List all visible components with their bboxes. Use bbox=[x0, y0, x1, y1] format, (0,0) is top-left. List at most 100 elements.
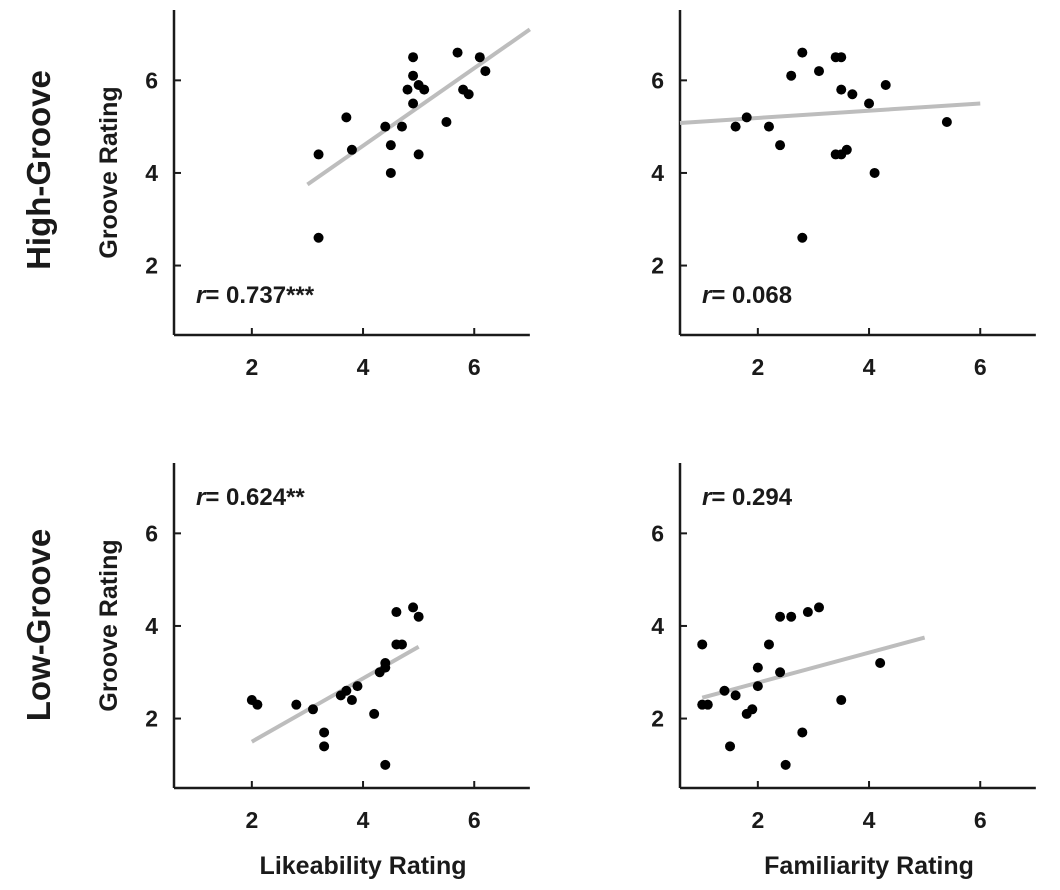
y-tick-label: 6 bbox=[651, 520, 664, 546]
data-point bbox=[380, 759, 391, 770]
data-point bbox=[719, 685, 730, 696]
y-tick-label: 4 bbox=[145, 160, 158, 186]
y-axis-title: Groove Rating bbox=[95, 539, 123, 711]
data-point bbox=[313, 232, 324, 243]
y-tick-label: 6 bbox=[145, 520, 158, 546]
x-tick-label: 4 bbox=[357, 354, 370, 380]
data-point bbox=[402, 84, 413, 95]
data-point bbox=[763, 121, 774, 132]
data-point bbox=[836, 52, 847, 63]
correlation-annotation: r= 0.068 bbox=[702, 282, 792, 309]
data-point bbox=[408, 70, 419, 81]
data-point bbox=[847, 89, 858, 100]
y-tick-label: 6 bbox=[145, 67, 158, 93]
data-point bbox=[346, 695, 357, 706]
data-point bbox=[741, 112, 752, 123]
data-point bbox=[775, 667, 786, 678]
x-tick-label: 2 bbox=[751, 354, 764, 380]
data-point bbox=[385, 140, 396, 151]
data-point bbox=[797, 727, 808, 738]
x-axis-title: Likeability Rating bbox=[260, 852, 467, 880]
data-point bbox=[369, 708, 380, 719]
data-point bbox=[697, 639, 708, 650]
data-point bbox=[291, 699, 302, 710]
scatter-panel: 2 4 6 2 4 6 Groove Rating r= 0.737*** bbox=[95, 10, 531, 380]
correlation-value: = 0.737*** bbox=[205, 282, 314, 309]
data-point bbox=[702, 699, 713, 710]
data-point bbox=[474, 52, 485, 63]
data-point bbox=[396, 639, 407, 650]
data-point bbox=[775, 140, 786, 151]
data-point bbox=[786, 611, 797, 622]
data-point bbox=[480, 66, 491, 77]
data-point bbox=[814, 602, 824, 613]
data-point bbox=[780, 759, 791, 770]
data-point bbox=[413, 149, 424, 160]
x-tick-label: 6 bbox=[468, 807, 481, 833]
x-tick-label: 4 bbox=[357, 807, 370, 833]
data-point bbox=[385, 167, 396, 178]
scatter-panel: 2 4 6 2 4 6 r= 0.068 bbox=[651, 10, 1036, 380]
correlation-symbol: r bbox=[196, 484, 207, 511]
data-point bbox=[419, 84, 430, 95]
x-tick-label: 2 bbox=[245, 807, 258, 833]
data-point bbox=[463, 89, 474, 100]
row-label-high-groove: High-Groove bbox=[20, 70, 57, 270]
data-point bbox=[413, 611, 424, 622]
data-point bbox=[875, 657, 886, 668]
data-point bbox=[941, 117, 952, 128]
regression-line bbox=[250, 645, 420, 744]
data-point bbox=[380, 662, 391, 673]
data-point bbox=[814, 66, 824, 77]
data-point bbox=[841, 144, 852, 155]
data-point bbox=[408, 602, 419, 613]
data-point bbox=[346, 144, 357, 155]
data-point bbox=[730, 690, 741, 701]
data-point bbox=[396, 121, 407, 132]
x-tick-label: 6 bbox=[468, 354, 481, 380]
data-point bbox=[763, 639, 774, 650]
data-point bbox=[252, 699, 263, 710]
data-point bbox=[313, 149, 324, 160]
data-point bbox=[452, 47, 463, 58]
data-point bbox=[319, 741, 330, 752]
data-point bbox=[408, 52, 419, 63]
data-point bbox=[352, 681, 363, 692]
data-point bbox=[836, 695, 847, 706]
regression-line bbox=[679, 101, 981, 125]
data-point bbox=[775, 611, 786, 622]
y-tick-label: 4 bbox=[651, 160, 664, 186]
data-point bbox=[308, 704, 318, 715]
y-tick-label: 4 bbox=[651, 613, 664, 639]
y-tick-label: 2 bbox=[145, 706, 158, 732]
y-tick-label: 2 bbox=[145, 253, 158, 279]
y-tick-label: 2 bbox=[651, 706, 664, 732]
data-point bbox=[730, 121, 741, 132]
y-tick-label: 2 bbox=[651, 253, 664, 279]
data-point bbox=[747, 704, 758, 715]
data-point bbox=[880, 79, 891, 90]
regression-line bbox=[306, 27, 531, 187]
correlation-value: = 0.294 bbox=[711, 484, 792, 511]
data-point bbox=[836, 84, 847, 95]
y-tick-label: 6 bbox=[651, 67, 664, 93]
correlation-annotation: r= 0.624** bbox=[196, 484, 305, 511]
regression-line bbox=[701, 635, 926, 700]
y-tick-label: 4 bbox=[145, 613, 158, 639]
data-point bbox=[380, 121, 391, 132]
correlation-value: = 0.068 bbox=[711, 282, 792, 309]
data-point bbox=[408, 98, 419, 109]
x-tick-label: 6 bbox=[974, 807, 987, 833]
x-axis-title: Familiarity Rating bbox=[764, 852, 974, 880]
data-point bbox=[797, 232, 808, 243]
x-tick-label: 2 bbox=[751, 807, 764, 833]
data-point bbox=[725, 741, 736, 752]
correlation-annotation: r= 0.294 bbox=[702, 484, 793, 511]
data-point bbox=[441, 117, 452, 128]
x-tick-label: 4 bbox=[863, 807, 876, 833]
data-point bbox=[752, 681, 763, 692]
correlation-value: = 0.624** bbox=[205, 484, 305, 511]
correlation-symbol: r bbox=[196, 282, 207, 309]
correlation-symbol: r bbox=[702, 484, 713, 511]
